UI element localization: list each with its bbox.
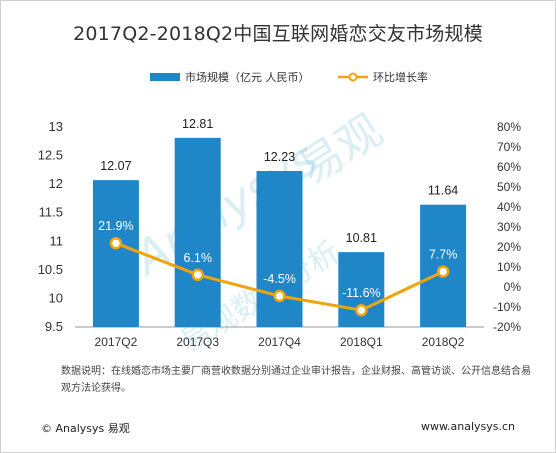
bar bbox=[256, 171, 303, 327]
category-label: 2017Q2 bbox=[95, 335, 138, 349]
left-tick-label: 12 bbox=[49, 176, 63, 191]
left-tick-label: 11.5 bbox=[39, 205, 63, 220]
growth-label: -11.6% bbox=[342, 286, 381, 300]
growth-label: 7.7% bbox=[429, 248, 458, 262]
bar bbox=[92, 180, 139, 327]
bar bbox=[174, 137, 221, 327]
growth-point bbox=[109, 236, 123, 250]
growth-label: -4.5% bbox=[263, 272, 296, 286]
growth-point bbox=[355, 303, 368, 317]
left-tick-label: 13 bbox=[49, 119, 63, 134]
right-tick-label: 0% bbox=[504, 280, 522, 294]
footer-copyright: © Analysys 易观 bbox=[41, 422, 130, 435]
category-label: 2017Q4 bbox=[258, 335, 301, 349]
bar-value-label: 10.81 bbox=[346, 231, 377, 245]
legend: 市场规模（亿元 人民币） 环比增长率 bbox=[150, 70, 428, 84]
bar-value-label: 12.23 bbox=[264, 150, 295, 164]
right-tick-label: 10% bbox=[497, 260, 521, 274]
category-label: 2017Q3 bbox=[176, 335, 219, 349]
left-tick-label: 9.5 bbox=[45, 319, 63, 334]
legend-line-label: 环比增长率 bbox=[373, 70, 428, 84]
right-tick-label: 20% bbox=[497, 240, 521, 254]
line-series bbox=[109, 236, 450, 317]
data-note: 数据说明：在线婚恋市场主要厂商营收数据分别通过企业审计报告，企业财报、高管访谈、… bbox=[61, 366, 531, 394]
growth-point bbox=[273, 289, 286, 303]
category-label: 2018Q2 bbox=[422, 335, 465, 349]
chart-title: 2017Q2-2018Q2中国互联网婚恋交友市场规模 bbox=[73, 23, 483, 45]
right-tick-label: 40% bbox=[497, 200, 521, 214]
right-tick-label: 30% bbox=[497, 220, 521, 234]
right-tick-label: 80% bbox=[497, 120, 521, 134]
bar-value-label: 12.81 bbox=[182, 117, 213, 131]
left-tick-label: 11 bbox=[50, 233, 64, 248]
left-tick-label: 10 bbox=[49, 290, 63, 305]
bar-value-label: 12.07 bbox=[100, 159, 131, 173]
legend-bar-swatch bbox=[150, 73, 180, 81]
footer-website: www.analysys.cn bbox=[421, 420, 515, 433]
right-tick-label: -20% bbox=[493, 320, 521, 334]
right-tick-label: 50% bbox=[497, 180, 521, 194]
legend-line-marker bbox=[348, 72, 358, 82]
bar-value-label: 11.64 bbox=[428, 184, 458, 198]
right-axis: -20% -10% 0% 10% 20% 30% 40% 50% 60% 70% 80% bbox=[493, 120, 521, 334]
legend-bar-label: 市场规模（亿元 人民币） bbox=[185, 70, 310, 84]
category-label: 2018Q1 bbox=[340, 335, 383, 349]
right-tick-label: -10% bbox=[493, 300, 521, 314]
right-tick-label: 60% bbox=[497, 160, 521, 174]
growth-point bbox=[436, 265, 450, 278]
category-axis: 2017Q2 2017Q3 2017Q4 2018Q1 2018Q2 bbox=[95, 335, 465, 349]
bar-value-labels: 12.07 12.81 12.23 10.81 11.64 bbox=[100, 117, 458, 245]
growth-point bbox=[191, 268, 204, 282]
left-tick-label: 12.5 bbox=[38, 148, 63, 163]
growth-label: 21.9% bbox=[98, 219, 133, 233]
right-tick-label: 70% bbox=[497, 140, 521, 154]
left-tick-label: 10.5 bbox=[38, 262, 63, 277]
percent-labels: 21.9% 6.1% -4.5% -11.6% 7.7% bbox=[98, 219, 457, 300]
left-axis: 9.5 10 10.5 11 11.5 12 12.5 13 bbox=[38, 119, 63, 334]
growth-label: 6.1% bbox=[183, 251, 212, 265]
chart-canvas: Analysys 易观 易观数据分析 市场规模（亿元 人民币） 环比增长率 9.… bbox=[38, 70, 522, 360]
